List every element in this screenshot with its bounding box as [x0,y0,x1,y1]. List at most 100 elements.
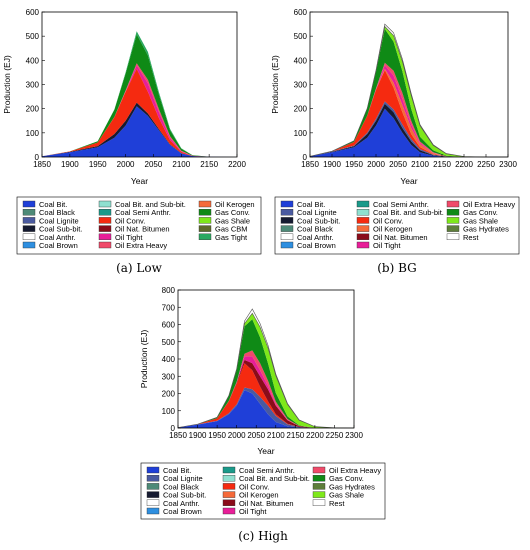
legend-entry: Coal Lignite [39,216,79,225]
y-tick-label: 400 [294,56,308,65]
legend-entry: Oil Kerogen [239,491,279,500]
legend-swatch [22,241,36,249]
legend-entry: Oil Tight [115,233,143,242]
x-tick-label: 1900 [189,431,207,440]
legend-swatch [222,466,236,474]
legend-entry: Coal Sub-bit. [163,491,206,500]
legend-entry: Gas Tight [215,233,248,242]
legend-swatch [22,233,36,241]
legend-swatch [312,491,326,498]
chart-high: 1850 1900 1950 2000 2050 2100 2150 2200 2250 2300… [139,286,386,543]
legend-entry: Coal Brown [163,507,202,516]
legend-swatch [280,217,294,224]
y-tick-label: 400 [162,355,176,364]
legend-entry: Oil Extra Heavy [329,466,381,475]
legend-entry: Gas Shale [215,216,250,225]
x-tick-label: 1900 [61,160,79,169]
area-oil-nat-bitumen [178,359,354,428]
chart-bg: 1850 1900 1950 2000 2050 2100 2150 2200 2250 2300… [270,8,520,275]
y-axis-label: Production (EJ) [139,330,149,389]
legend-entry: Oil Kerogen [373,225,413,234]
y-tick-label: 400 [26,56,40,65]
legend-entry: Gas Shale [463,216,498,225]
x-tick-label: 2200 [228,160,246,169]
x-tick-label: 2150 [433,160,451,169]
y-tick-label: 100 [26,129,40,138]
legend-entry: Gas CBM [215,225,248,234]
legend-entry: Gas Hydrates [329,482,375,491]
legend-swatch [446,200,460,208]
legend-entry: Oil Nat. Bitumen [373,233,428,242]
subfigure-caption: (a) Low [116,261,163,275]
legend-swatch [356,217,370,224]
x-tick-label: 1950 [345,160,363,169]
x-tick-label: 1850 [301,160,319,169]
legend-entry: Coal Brown [297,241,336,250]
legend-entry: Coal Black [39,208,75,217]
legend: Coal Bit. Coal Bit. and Sub-bit. Oil Kerog… [16,196,262,255]
y-tick-label: 0 [35,153,40,162]
x-tick-label: 1850 [33,160,51,169]
x-tick-label: 2150 [286,431,304,440]
legend-swatch [280,241,294,249]
legend-swatch [356,233,370,241]
legend-swatch [222,499,236,506]
y-tick-label: 300 [294,81,308,90]
legend-entry: Coal Semi Anthr. [115,208,171,217]
area-gas-conv- [178,319,354,428]
area-gas-conv- [42,34,237,158]
y-tick-label: 600 [162,321,176,330]
legend-entry: Coal Semi Anthr. [239,466,295,475]
x-axis-label: Year [257,446,274,456]
x-tick-label: 2150 [200,160,218,169]
legend-swatch [446,225,460,232]
legend-entry: Oil Extra Heavy [115,241,167,250]
legend-entry: Coal Sub-bit. [297,216,340,225]
legend-entry: Gas Conv. [463,208,498,217]
x-tick-label: 1950 [208,431,226,440]
area-coal-bit- [178,390,354,428]
legend-swatch [98,233,112,241]
legend-swatch [198,225,212,232]
legend-swatch [98,200,112,208]
legend-swatch [146,483,160,490]
x-tick-label: 2050 [247,431,265,440]
legend-entry: Gas Conv. [215,208,250,217]
x-tick-label: 2100 [172,160,190,169]
legend-entry: Oil Conv. [239,482,269,491]
legend-swatch [356,225,370,232]
area-oil-conv- [178,363,354,428]
legend-entry: Coal Semi Anthr. [373,200,429,209]
legend-swatch [146,507,160,515]
legend-swatch [312,466,326,474]
legend-entry: Coal Bit. [163,466,191,475]
y-tick-label: 300 [26,81,40,90]
x-tick-label: 2050 [389,160,407,169]
legend-swatch [356,208,370,216]
legend-entry: Coal Bit. [39,200,67,209]
area-rest [309,23,508,158]
legend-swatch [356,200,370,208]
legend-swatch [98,241,112,249]
legend-entry: Coal Bit. and Sub-bit. [373,208,444,217]
x-tick-label: 2250 [326,431,344,440]
legend-entry: Oil Conv. [115,216,145,225]
x-tick-label: 2100 [267,431,285,440]
y-tick-label: 300 [162,372,176,381]
x-tick-label: 2000 [367,160,385,169]
legend-entry: Coal Black [163,482,199,491]
legend-swatch [98,208,112,216]
area-oil-conv- [42,68,237,157]
x-tick-label: 2100 [411,160,429,169]
legend-swatch [198,208,212,216]
legend-frame [274,196,520,255]
legend-entry: Coal Anthr. [39,233,76,242]
legend-swatch [446,233,460,241]
x-tick-label: 2300 [345,431,363,440]
x-tick-label: 2250 [477,160,495,169]
y-tick-label: 100 [162,407,176,416]
area-coal-bit- [310,108,508,157]
area-oil-conv- [310,70,508,157]
area-coal-lignite [178,387,354,428]
